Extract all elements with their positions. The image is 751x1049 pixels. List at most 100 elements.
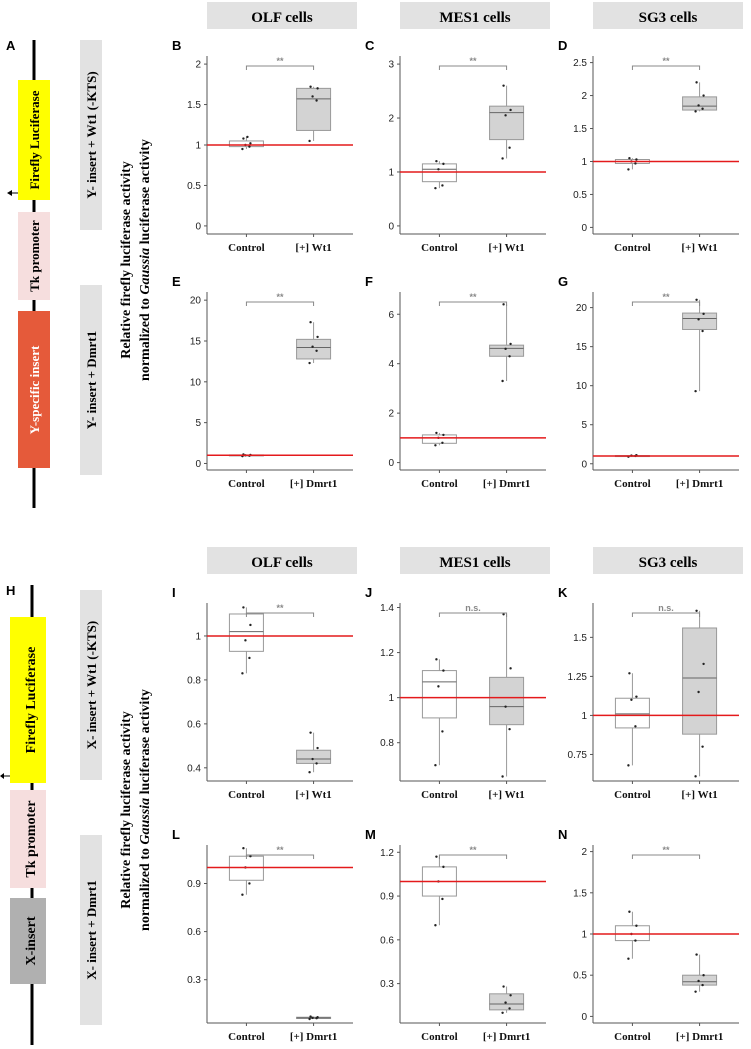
data-point [441, 441, 444, 445]
svg-text:Y-specific insert: Y-specific insert [27, 345, 42, 434]
construct-firefly-bottom: Firefly Luciferase [10, 617, 46, 783]
x-tick-label-c: Control [421, 242, 457, 254]
y-tick-label-d: 0 [581, 223, 587, 234]
y-tick-label-m: 0.3 [380, 979, 394, 990]
row-label-y-wt1: Y- insert + Wt1 (-KTS) [80, 40, 102, 230]
box-iqr [682, 312, 718, 330]
data-point [242, 606, 245, 609]
x-tick-label-k: [+] Wt1 [681, 789, 717, 801]
y-tick-label-c: 3 [388, 60, 394, 71]
box-k-control [614, 672, 650, 767]
data-point [701, 745, 704, 748]
y-tick-label-d: 0.5 [573, 190, 587, 201]
data-point [248, 145, 251, 148]
panel-label-b: B [172, 38, 181, 53]
y-tick-label-b: 1 [195, 141, 201, 152]
y-tick-label-l: 0.9 [187, 879, 201, 890]
data-point [694, 110, 697, 113]
box-j-control [421, 658, 457, 767]
box-iqr [489, 993, 525, 1011]
x-tick-label-m: Control [421, 1031, 457, 1043]
ylabel-top: Relative firefly luciferase activity nor… [119, 139, 153, 381]
box-iqr [489, 676, 525, 726]
panel-k: K 0.75 1 1.25 1.5 Control [+] Wt1 n.s. [558, 585, 739, 801]
data-point [628, 672, 631, 675]
y-tick-label-i: 0.6 [187, 719, 201, 730]
y-tick-label-l: 0.3 [187, 975, 201, 986]
construct-tk-bottom: Tk promoter [10, 790, 46, 888]
y-tick-label-e: 0 [195, 459, 201, 470]
sig-bracket-i [245, 612, 315, 617]
box-iqr [614, 925, 650, 942]
data-point [308, 1017, 311, 1021]
y-tick-label-m: 1.2 [380, 848, 394, 859]
data-point [697, 104, 700, 107]
data-point [635, 158, 638, 161]
data-point [695, 81, 698, 84]
svg-text:Firefly Luciferase: Firefly Luciferase [27, 90, 42, 189]
data-point [502, 303, 505, 306]
x-tick-label-l: [+] Dmrt1 [290, 1031, 338, 1043]
data-point [309, 321, 312, 324]
data-point [315, 349, 318, 352]
panel-n: N 0 0.5 1 1.5 2 Control [+] Dmrt1 ** [558, 827, 739, 1043]
svg-text:normalized to Gaussia lucifera: normalized to Gaussia luciferase activit… [138, 689, 153, 931]
panel-label-f: F [365, 274, 373, 289]
box-i-control [228, 606, 264, 675]
panel-b: B 0 0.5 1 1.5 2 Control [+] Wt1 ** [172, 38, 353, 254]
y-tick-label-k: 1.25 [568, 672, 588, 683]
construct-tk-top: Tk promoter [18, 212, 50, 300]
data-point [249, 855, 252, 858]
data-point [248, 656, 251, 660]
data-point [635, 924, 638, 927]
sig-label-e: ** [276, 292, 284, 302]
data-point [697, 979, 700, 983]
header-bottom-mes1: MES1 cells [400, 547, 550, 574]
y-tick-label-e: 20 [190, 296, 202, 307]
data-point [309, 731, 312, 734]
data-point [241, 147, 244, 151]
sig-label-f: ** [469, 292, 477, 302]
panel-m: M 0.3 0.6 0.9 1.2 Control [+] Dmrt1 ** [365, 827, 546, 1043]
sig-bracket-b [245, 65, 315, 70]
y-tick-label-k: 1.5 [573, 633, 587, 644]
panel-f: F 0 2 4 6 Control [+] Dmrt1 ** [365, 274, 546, 490]
data-point [701, 983, 704, 987]
y-tick-label-f: 2 [388, 409, 394, 420]
y-tick-label-d: 1.5 [573, 124, 587, 135]
x-tick-label-e: [+] Dmrt1 [290, 478, 338, 490]
data-point [627, 764, 630, 767]
x-tick-label-d: Control [614, 242, 650, 254]
data-point [694, 990, 697, 993]
sig-label-n: ** [662, 845, 670, 855]
box-d-control [614, 156, 650, 171]
y-tick-label-l: 0.6 [187, 927, 201, 938]
data-point [316, 746, 319, 750]
y-tick-label-d: 1 [581, 157, 587, 168]
y-tick-label-e: 5 [195, 418, 201, 429]
box-iqr [228, 140, 264, 148]
sig-bracket-d [631, 65, 701, 70]
y-tick-label-c: 1 [388, 167, 394, 178]
x-tick-label-j: [+] Wt1 [488, 789, 524, 801]
header-top-olf: OLF cells [207, 2, 357, 29]
data-point [628, 156, 631, 160]
row-label-x-dmrt1: X- insert + Dmrt1 [80, 835, 102, 1025]
box-b-treated [296, 85, 332, 143]
box-l-control [228, 847, 264, 896]
data-point [246, 135, 249, 139]
header-top-sg3: SG3 cells [593, 2, 743, 29]
x-tick-label-b: [+] Wt1 [295, 242, 331, 254]
data-point [442, 865, 445, 869]
data-point [309, 1015, 312, 1018]
y-tick-label-f: 4 [388, 359, 394, 370]
data-point [437, 168, 440, 171]
data-point [442, 433, 445, 437]
svg-text:OLF cells: OLF cells [251, 555, 313, 571]
data-point [249, 142, 252, 145]
y-tick-label-f: 0 [388, 458, 394, 469]
data-point [249, 623, 252, 627]
panel-j: J 0.8 1 1.2 1.4 Control [+] Wt1 n.s. [365, 585, 546, 801]
tss-arrowhead-top [7, 190, 12, 196]
